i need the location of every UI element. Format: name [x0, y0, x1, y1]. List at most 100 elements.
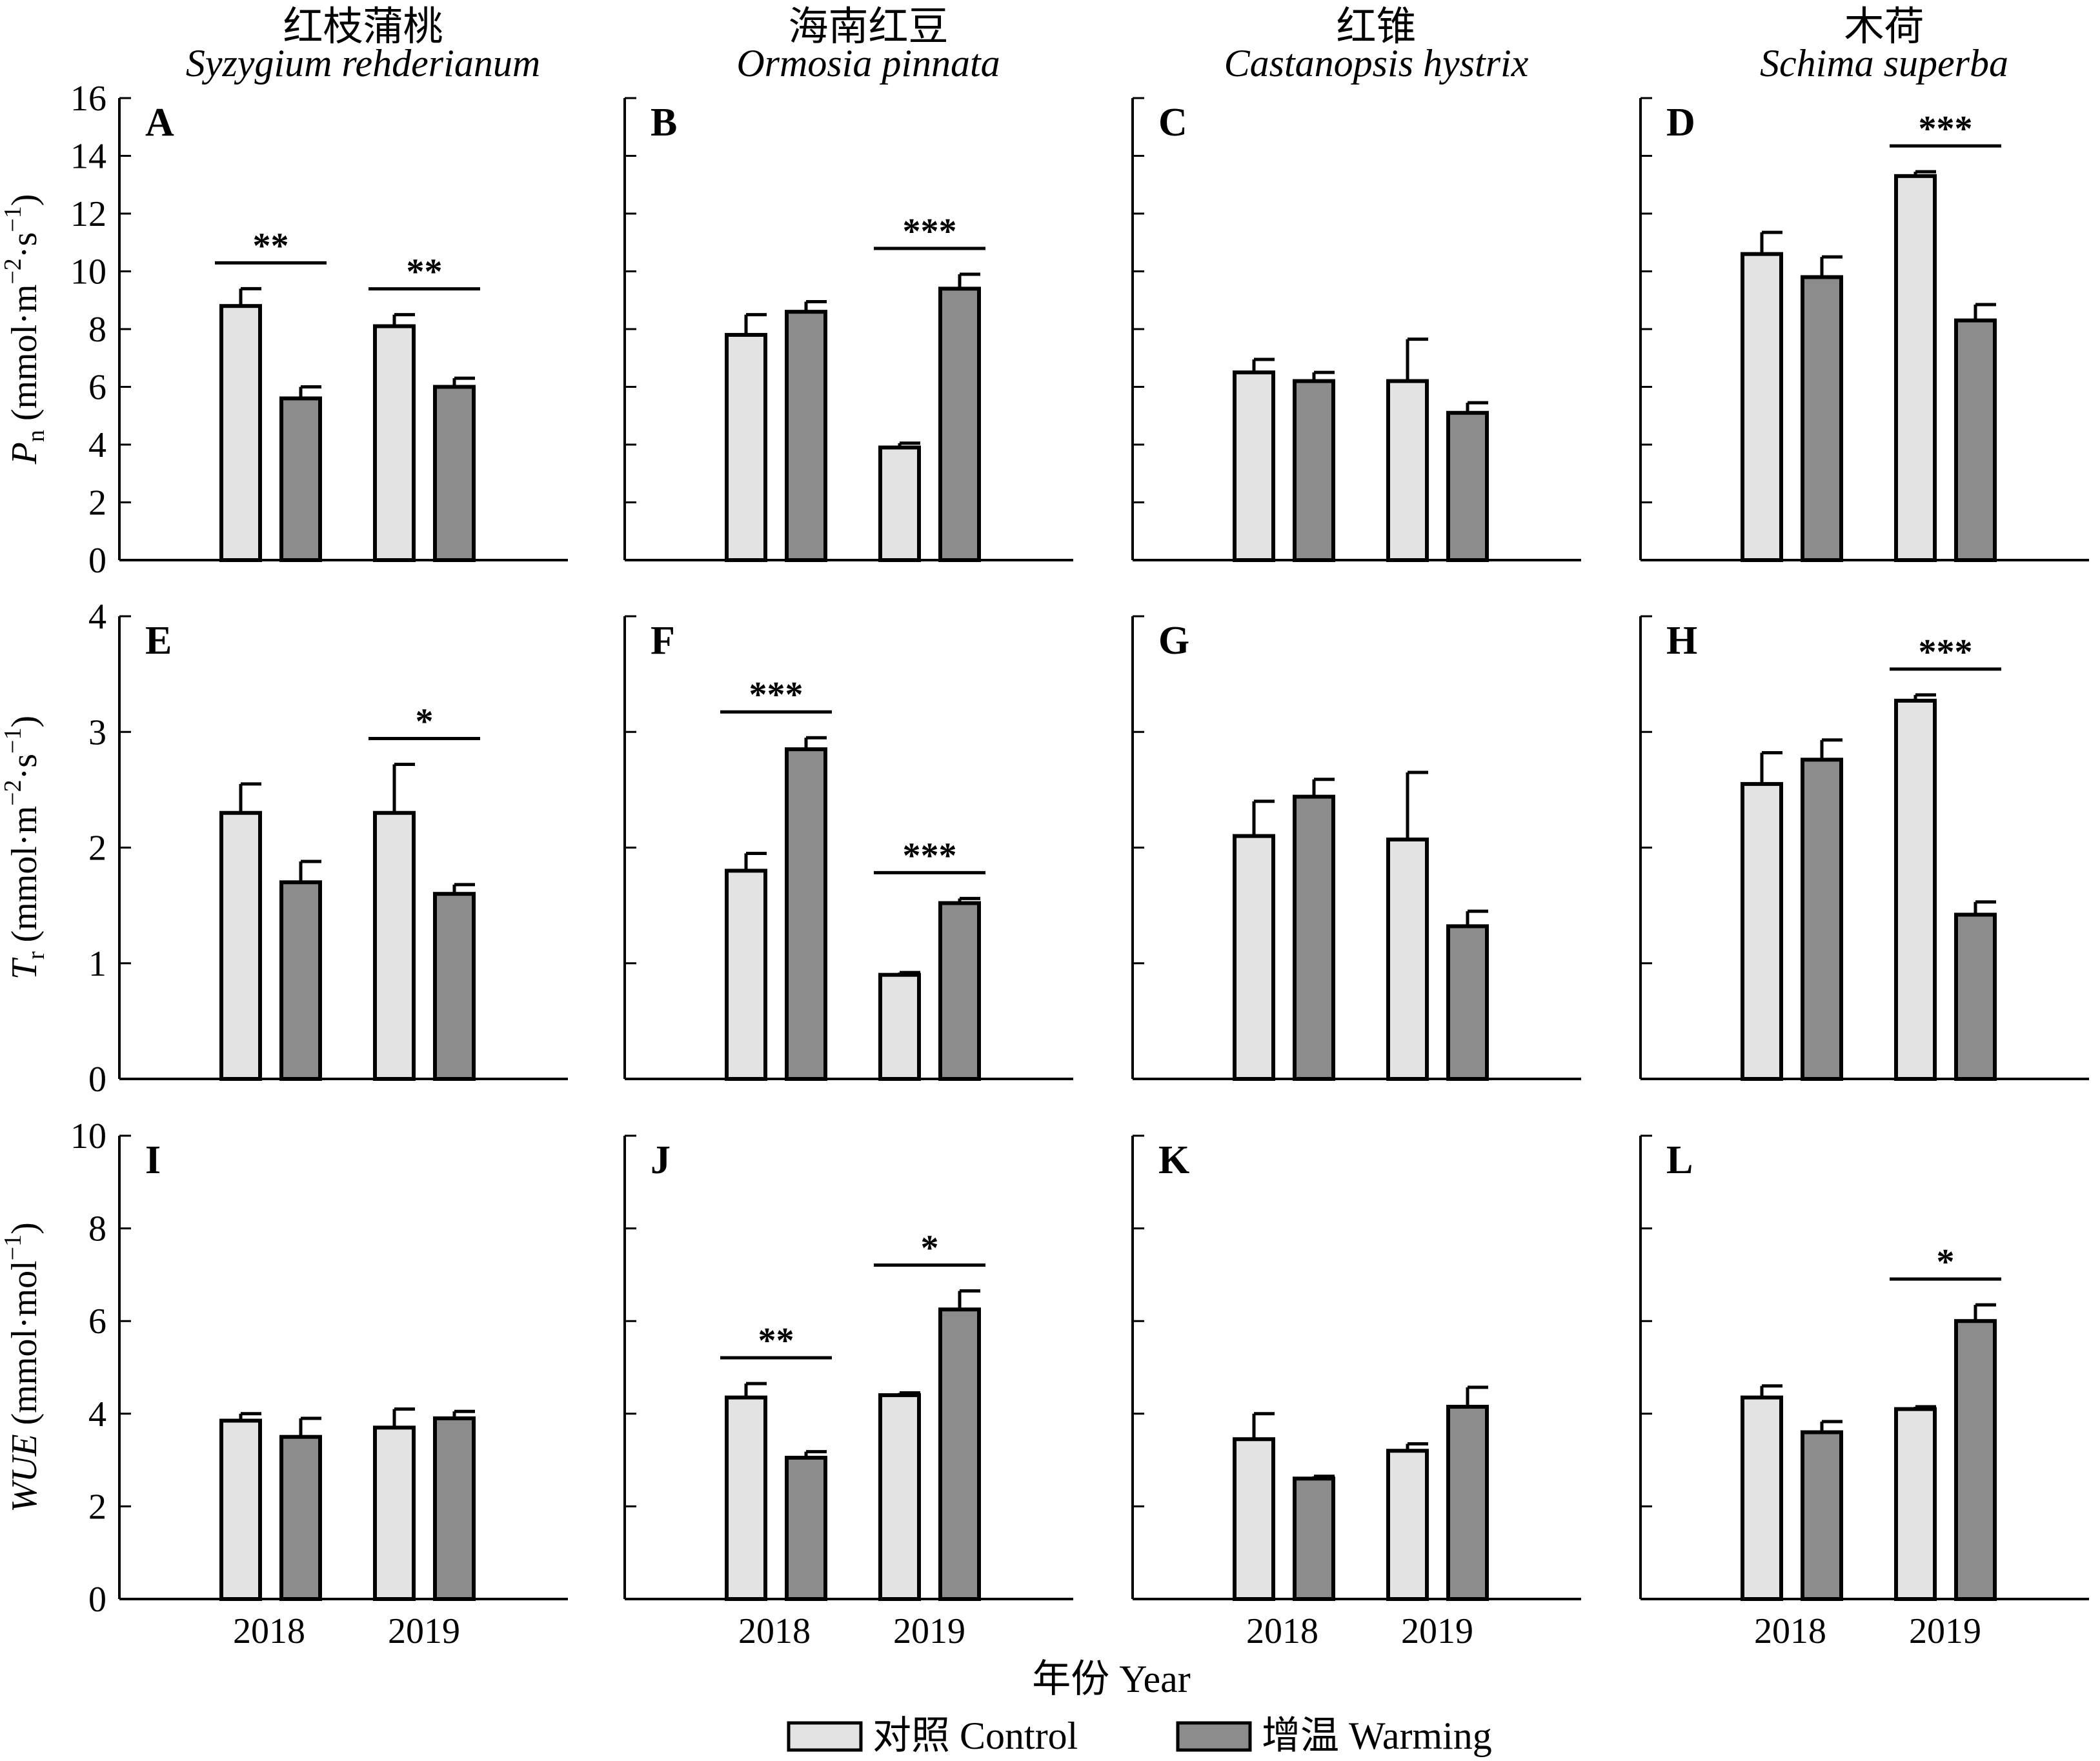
bar-control-2019	[373, 324, 416, 562]
y-tick-label: 0	[88, 1580, 106, 1620]
bar-warming-2019	[1446, 410, 1489, 563]
panel-L: 2018 2019 * L	[1639, 1134, 2089, 1651]
panel-I: 0 2 4 6 8 10 2018 2019 I	[70, 1116, 568, 1651]
significance-stars: **	[407, 252, 443, 292]
y-axis-title: Pn (mmol·m−2·s−1)	[0, 194, 50, 465]
bar-control-2019	[878, 972, 921, 1082]
x-tick-label: 2019	[1401, 1611, 1473, 1651]
significance-stars: *	[1937, 1242, 1955, 1282]
bar-warming-2019	[938, 1307, 981, 1601]
bar-warming-2019	[1446, 1405, 1489, 1602]
panel-D: *** D	[1639, 97, 2089, 562]
significance-stars: ***	[903, 836, 957, 876]
bar-warming-2019	[1446, 924, 1489, 1082]
bar-warming-2018	[785, 310, 827, 562]
species-name-cn: 海南红豆	[788, 5, 948, 49]
panel-A: 0 2 4 6 8 10 12 14 16 ** ** A	[70, 79, 568, 581]
y-axis-title-part: −1	[0, 206, 26, 232]
x-axis-title: 年份 Year	[1032, 1658, 1191, 1700]
bar-warming-2019	[938, 901, 981, 1082]
y-axis-title-part: P	[5, 442, 45, 465]
panel-letter: F	[651, 619, 675, 663]
y-tick-label: 14	[70, 137, 106, 177]
y-tick-label: 1	[88, 944, 106, 984]
bar-warming-2018	[1293, 379, 1335, 562]
bar-warming-2018	[785, 747, 827, 1081]
legend: 对照 Control 增温 Warming	[787, 1715, 1492, 1757]
y-tick-label: 16	[70, 79, 106, 119]
y-axis-title: WUE (mmol·mol−1)	[0, 1222, 45, 1512]
bar-control-2019	[1386, 379, 1429, 562]
panel-F: *** *** F	[623, 615, 1073, 1082]
x-tick-label: 2018	[738, 1611, 811, 1651]
x-tick-label: 2018	[1754, 1611, 1826, 1651]
legend-label: 对照 Control	[873, 1715, 1078, 1757]
y-axis-title-part: −2	[0, 780, 26, 805]
significance-stars: *	[921, 1229, 939, 1269]
panel-letter: D	[1666, 101, 1695, 145]
bar-control-2018	[725, 869, 767, 1081]
y-axis-title-part: )	[5, 194, 45, 206]
bar-control-2018	[1741, 1395, 1783, 1601]
y-axis-title-part: )	[5, 716, 45, 728]
y-tick-label: 6	[88, 1302, 106, 1342]
bar-warming-2018	[1293, 794, 1335, 1081]
x-tick-label: 2018	[233, 1611, 305, 1651]
panel-J: 2018 2019***J	[623, 1134, 1073, 1651]
y-axis-title-part: r	[23, 951, 50, 960]
bar-control-2019	[1386, 1449, 1429, 1601]
significance-stars: **	[253, 226, 289, 266]
bar-control-2019	[878, 1393, 921, 1602]
y-tick-label: 2	[88, 829, 106, 869]
y-axis-title-part: WUE	[5, 1434, 45, 1512]
bar-control-2018	[725, 1395, 767, 1601]
species-name-scientific: Castanopsis hystrix	[1224, 42, 1529, 85]
bar-warming-2018	[279, 880, 322, 1082]
panel-B: *** B	[623, 97, 1073, 562]
bar-warming-2019	[1954, 318, 1997, 562]
y-axis-title-part: −1	[0, 727, 26, 753]
y-tick-label: 3	[88, 712, 106, 752]
x-tick-label: 2019	[388, 1611, 460, 1651]
bar-warming-2018	[1801, 1430, 1843, 1602]
bar-warming-2018	[279, 1434, 322, 1601]
y-axis-title-part: T	[5, 957, 45, 980]
panel-letter: J	[651, 1138, 671, 1182]
bar-warming-2018	[1801, 758, 1843, 1082]
bar-control-2018	[1741, 252, 1783, 562]
significance-stars: *	[416, 701, 434, 741]
y-axis-title-part: (mmol·m	[5, 806, 45, 952]
panel-K: 2018 2019 K	[1131, 1134, 1581, 1651]
x-tick-label: 2018	[1246, 1611, 1318, 1651]
bar-control-2019	[1386, 837, 1429, 1081]
bar-control-2018	[1741, 781, 1783, 1081]
significance-stars: ***	[1919, 109, 1973, 149]
y-tick-label: 2	[88, 1487, 106, 1527]
legend-label: 增温 Warming	[1262, 1715, 1492, 1757]
panel-E: 0 1 2 3 4 * E	[88, 597, 568, 1100]
panel-letter: G	[1158, 619, 1189, 663]
species-name-scientific: Schima superba	[1760, 42, 2008, 85]
panel-G: G	[1131, 615, 1581, 1082]
bar-control-2018	[725, 332, 767, 562]
panel-letter: E	[145, 619, 172, 663]
bar-warming-2019	[433, 1416, 476, 1601]
y-axis-title-part: )	[5, 1222, 45, 1234]
panel-letter: I	[145, 1138, 161, 1182]
bar-warming-2019	[433, 892, 476, 1081]
panel-letter: A	[145, 101, 174, 145]
y-axis-title-part: (mmol·m	[5, 285, 45, 430]
panel-letter: L	[1666, 1138, 1693, 1182]
bar-control-2019	[373, 1425, 416, 1602]
y-axis-titles: Pn (mmol·m−2·s−1)Tr (mmol·m−2·s−1)WUE (m…	[0, 194, 50, 1513]
bar-control-2019	[878, 445, 921, 562]
y-axis-title-part: −2	[0, 258, 26, 284]
y-axis-title-part: (mmol·mol	[5, 1260, 45, 1434]
y-tick-label: 0	[88, 541, 106, 581]
y-tick-label: 2	[88, 483, 106, 523]
bar-control-2018	[1233, 370, 1275, 562]
bar-control-2019	[1894, 1407, 1937, 1602]
y-tick-label: 10	[70, 252, 106, 292]
